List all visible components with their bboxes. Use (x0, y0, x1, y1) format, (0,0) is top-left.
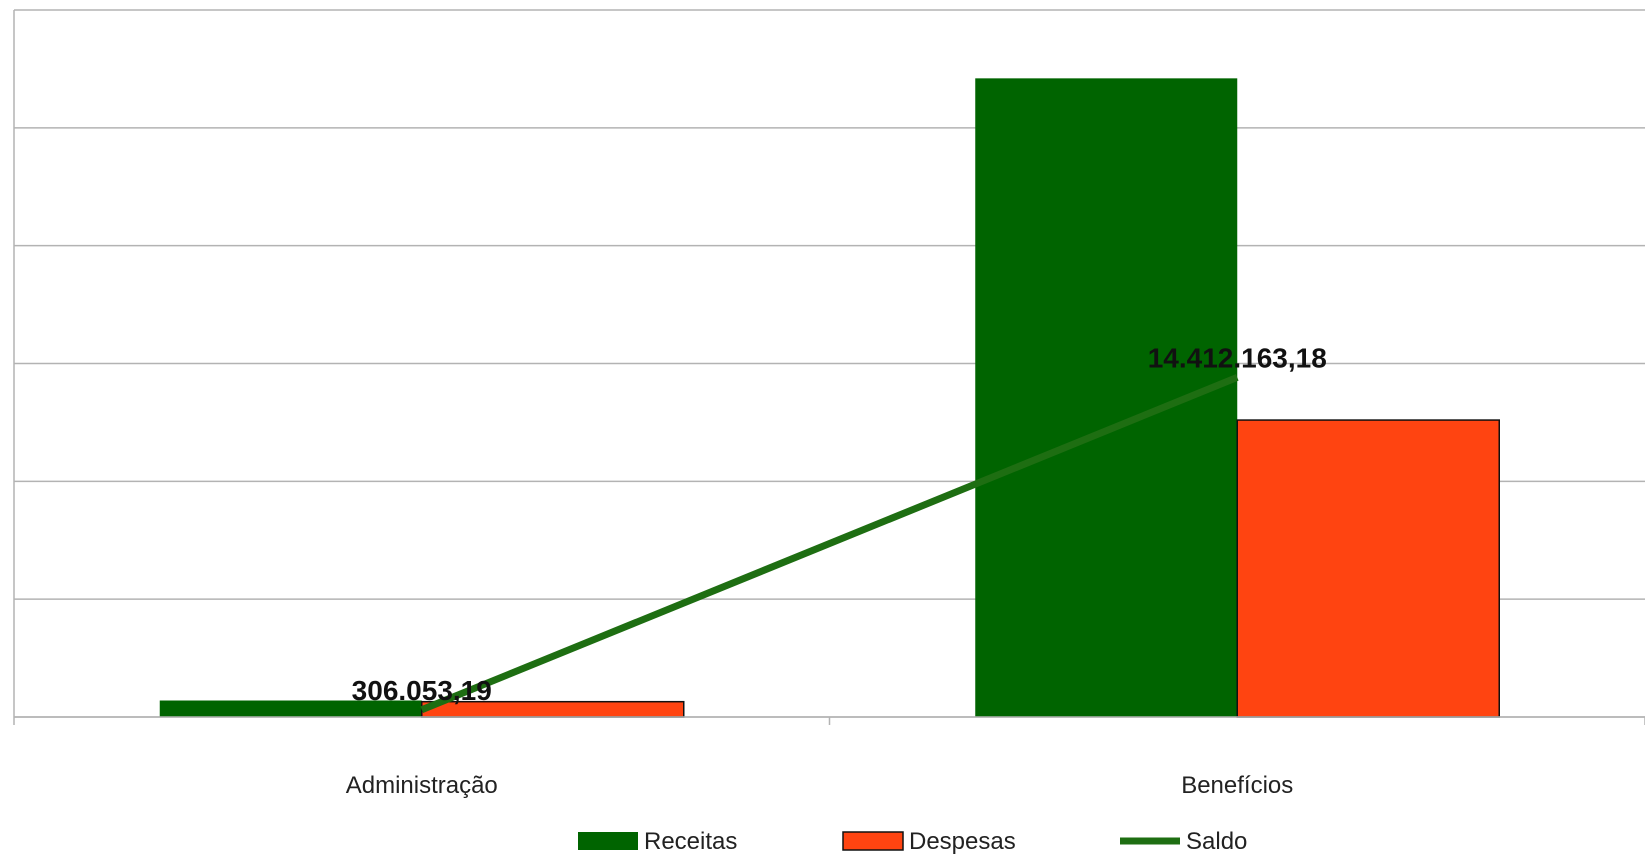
saldo-data-label: 14.412.163,18 (1148, 342, 1327, 373)
bar-despesas-1 (1236, 419, 1500, 718)
saldo-data-label: 306.053,19 (352, 675, 492, 706)
legend-label-saldo: Saldo (1186, 828, 1247, 855)
saldo-line (420, 374, 1239, 714)
x-tick-label: Benefícios (1181, 772, 1293, 799)
bar-receitas-0 (159, 700, 422, 717)
saldo-line-layer (420, 374, 1239, 714)
legend-label-despesas: Despesas (909, 828, 1016, 855)
legend-label-receitas: Receitas (644, 828, 737, 855)
gridlines (13, 9, 1645, 718)
legend-swatch-despesas (842, 831, 904, 851)
x-tick-label: Administração (346, 772, 498, 799)
bars (159, 78, 1500, 718)
bar-receitas-1 (975, 78, 1238, 718)
data-labels: 306.053,19 14.412.163,18 (352, 342, 1327, 705)
legend: Receitas Despesas Saldo (578, 828, 1247, 855)
x-axis: Administração Benefícios (13, 716, 1645, 799)
legend-swatch-receitas (578, 832, 638, 850)
